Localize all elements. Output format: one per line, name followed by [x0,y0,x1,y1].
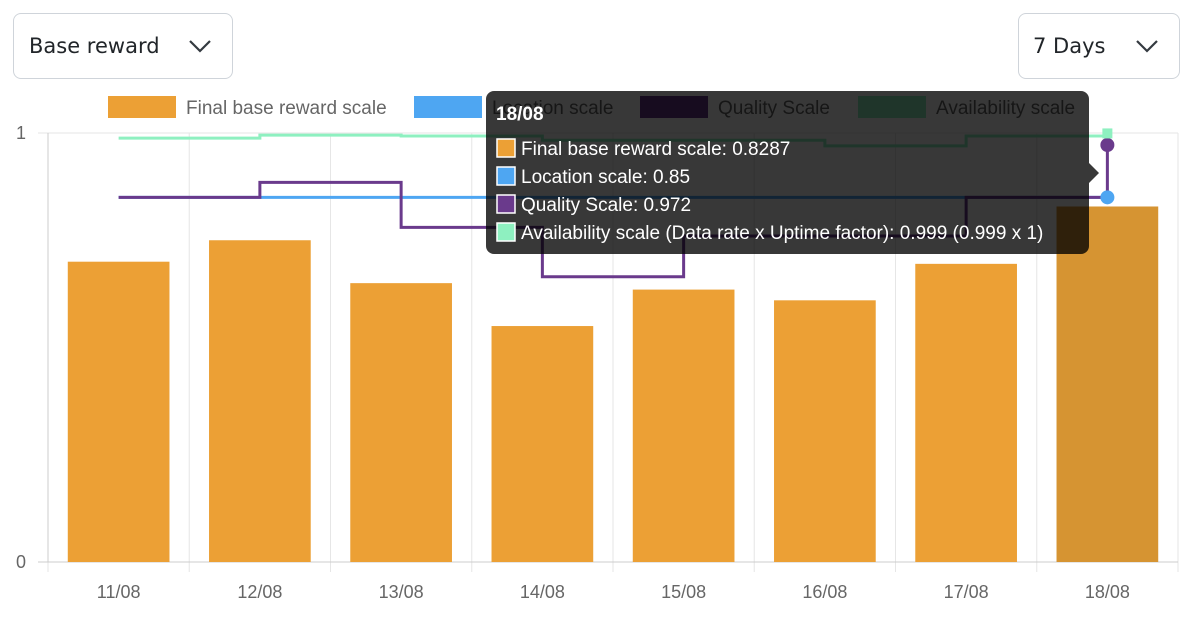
chevron-down-icon [189,40,211,53]
bar[interactable] [350,283,452,562]
metric-select[interactable]: Base reward [13,13,233,79]
series-point[interactable] [1100,190,1115,205]
series-point[interactable] [1100,138,1115,153]
tooltip-swatch [496,138,516,158]
tooltip-swatch [496,222,516,242]
tooltip-title: 18/08 [496,104,544,125]
range-select-value: 7 Days [1033,34,1106,58]
series-point[interactable] [1102,128,1113,139]
bar[interactable] [632,289,735,562]
bar[interactable] [774,300,876,562]
chevron-down-icon [1136,40,1158,53]
tooltip-caret [1089,163,1099,183]
tooltip-line: Availability scale (Data rate x Uptime f… [521,223,1043,244]
bar[interactable] [209,240,311,562]
tooltip-line: Location scale: 0.85 [521,167,690,188]
x-tick-label: 15/08 [661,582,706,602]
x-tick-label: 13/08 [379,582,424,602]
bar[interactable] [491,326,594,562]
chart-tooltip: 18/08 Final base reward scale: 0.8287 Loca… [486,91,1099,254]
x-tick-label: 17/08 [944,582,989,602]
tooltip-line: Final base reward scale: 0.8287 [521,139,790,160]
x-tick-label: 11/08 [97,582,141,602]
tooltip-line: Quality Scale: 0.972 [521,195,691,216]
range-select[interactable]: 7 Days [1018,13,1180,79]
bar[interactable] [67,261,170,562]
x-tick-label: 14/08 [520,582,565,602]
bar-series-final-base-reward-scale [67,206,1159,562]
y-tick-label: 1 [16,123,26,143]
x-tick-label: 16/08 [802,582,847,602]
tooltip-swatch [496,194,516,214]
tooltip-swatch [496,166,516,186]
metric-select-value: Base reward [29,34,160,58]
tooltip-background [486,91,1089,254]
legend-swatch[interactable] [108,96,176,118]
bar[interactable] [1056,206,1159,562]
bar[interactable] [915,263,1017,562]
x-tick-label: 12/08 [237,582,282,602]
legend-swatch[interactable] [414,96,482,118]
x-tick-label: 18/08 [1085,582,1130,602]
y-tick-label: 0 [16,552,26,572]
legend-label[interactable]: Final base reward scale [186,98,387,119]
